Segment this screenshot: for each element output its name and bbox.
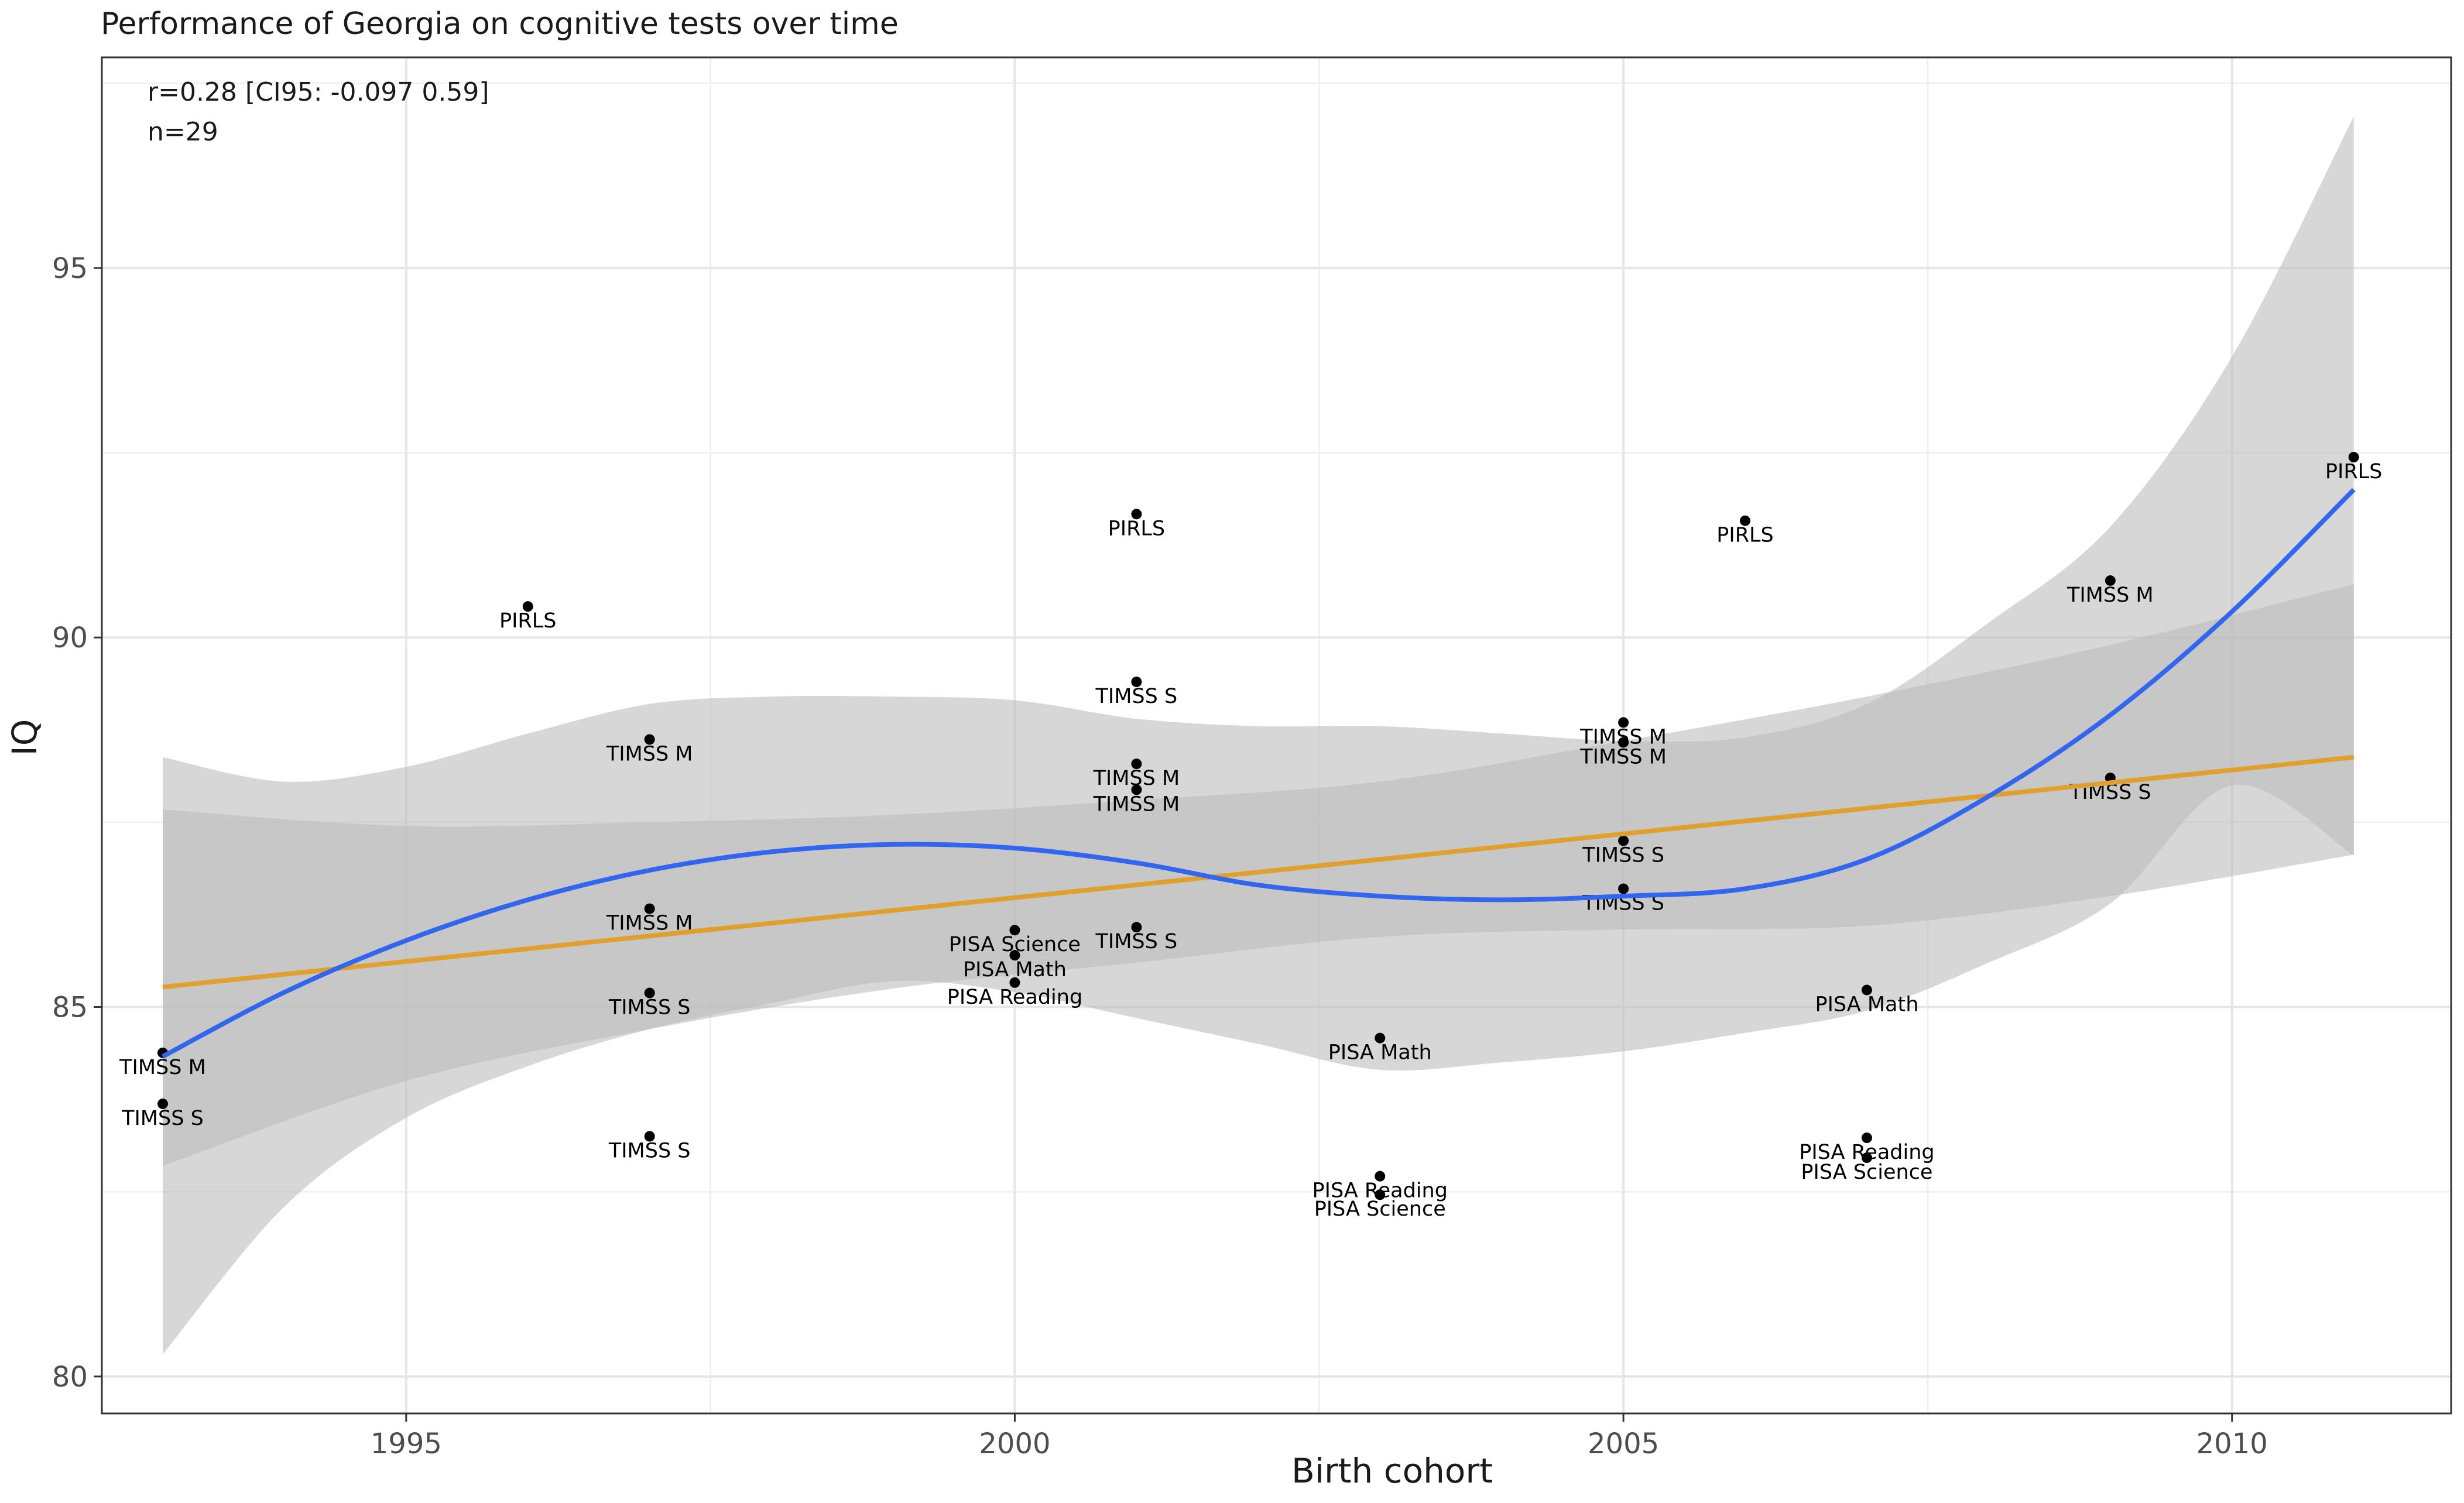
data-point (644, 1131, 655, 1142)
point-label: TIMSS S (1095, 685, 1178, 708)
point-label: TIMSS S (608, 1139, 691, 1162)
y-axis-title: IQ (5, 719, 44, 756)
data-point (1131, 509, 1142, 520)
data-point (1009, 925, 1020, 936)
data-point (1861, 1152, 1872, 1164)
data-point (1375, 1189, 1386, 1200)
point-label: TIMSS S (608, 996, 691, 1020)
x-axis-title: Birth cohort (1291, 1451, 1493, 1491)
y-tick-label: 90 (52, 622, 88, 654)
data-point (522, 601, 533, 612)
point-label: TIMSS M (119, 1056, 206, 1079)
point-label: TIMSS M (1093, 792, 1180, 816)
data-point (1009, 977, 1020, 988)
data-point (1861, 984, 1872, 996)
data-point (644, 903, 655, 914)
point-label: PISA Science (1801, 1161, 1932, 1184)
point-label: PISA Science (949, 933, 1081, 956)
correlation-stat: r=0.28 [CI95: -0.097 0.59] (148, 77, 489, 107)
data-point (1131, 759, 1142, 770)
point-label: PIRLS (1716, 524, 1773, 547)
data-point (1740, 515, 1751, 526)
x-axis: 1995 2000 2005 2010 (371, 1413, 2268, 1460)
x-tick-label: 2000 (979, 1427, 1050, 1460)
point-label: TIMSS M (1579, 745, 1667, 768)
data-point (1618, 835, 1629, 846)
x-tick-label: 1995 (371, 1427, 442, 1460)
point-label: PIRLS (2325, 460, 2382, 483)
point-label: PISA Math (963, 958, 1067, 982)
sample-size-stat: n=29 (148, 117, 218, 147)
data-point (2348, 452, 2359, 463)
point-label: PISA Math (1328, 1041, 1432, 1065)
x-tick-label: 2005 (1588, 1427, 1659, 1460)
y-tick-label: 95 (52, 252, 88, 285)
data-point (1131, 676, 1142, 687)
point-label: TIMSS M (1093, 767, 1180, 790)
point-label: TIMSS S (1582, 843, 1664, 867)
data-point (1131, 784, 1142, 795)
y-axis: 80 85 90 95 (52, 252, 102, 1394)
y-tick-label: 85 (52, 991, 88, 1024)
point-label: PISA Math (1815, 993, 1918, 1016)
loess-confidence-band (163, 116, 2354, 1354)
data-point (1009, 950, 1020, 961)
point-label: TIMSS M (1579, 725, 1667, 749)
point-label: TIMSS M (2067, 584, 2154, 607)
point-label: TIMSS S (1095, 930, 1178, 953)
data-point (644, 987, 655, 998)
panel-border (101, 56, 2452, 1415)
chart-title: Performance of Georgia on cognitive test… (101, 6, 899, 42)
point-label: PISA Reading (1799, 1141, 1934, 1164)
data-point (1375, 1032, 1386, 1044)
point-label: TIMSS S (121, 1107, 204, 1130)
data-point (1618, 717, 1629, 728)
point-label: PISA Reading (1312, 1179, 1448, 1203)
data-point (1861, 1133, 1872, 1144)
data-point (644, 734, 655, 745)
linear-confidence-band (163, 584, 2354, 1166)
point-label: TIMSS M (606, 742, 693, 766)
data-point (1131, 922, 1142, 933)
data-point (1375, 1171, 1386, 1182)
data-point (157, 1098, 168, 1109)
point-label: PISA Science (1314, 1197, 1446, 1221)
point-label: PIRLS (499, 609, 556, 633)
y-tick-label: 80 (52, 1361, 88, 1394)
data-point (2105, 575, 2116, 586)
data-point (1618, 737, 1629, 748)
point-label: PIRLS (1108, 517, 1165, 540)
loess-fit-line (162, 488, 2356, 1059)
point-label: PISA Reading (947, 986, 1082, 1009)
x-tick-label: 2010 (2196, 1427, 2268, 1460)
data-point (1618, 883, 1629, 894)
